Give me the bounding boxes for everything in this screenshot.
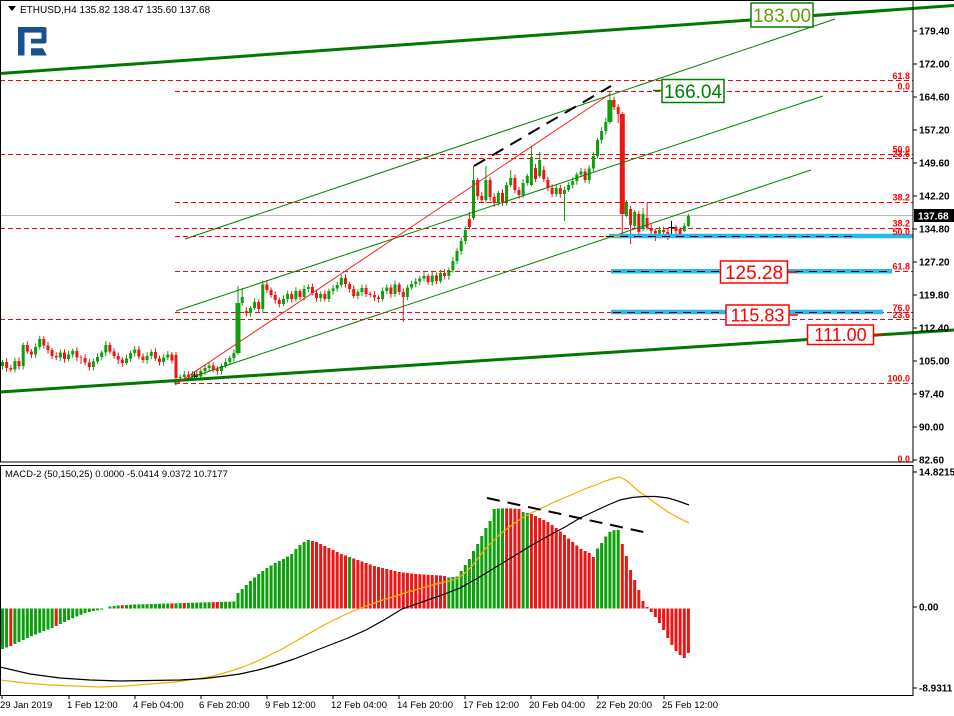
svg-text:17 Feb 12:00: 17 Feb 12:00 <box>463 700 519 711</box>
svg-text:4 Feb 04:00: 4 Feb 04:00 <box>133 700 184 711</box>
svg-text:9 Feb 12:00: 9 Feb 12:00 <box>265 700 316 711</box>
svg-text:115.83: 115.83 <box>731 305 785 325</box>
svg-text:38.2: 38.2 <box>892 219 910 229</box>
svg-text:97.40: 97.40 <box>919 390 944 401</box>
svg-text:12 Feb 04:00: 12 Feb 04:00 <box>331 700 387 711</box>
svg-text:0.00: 0.00 <box>919 603 939 614</box>
svg-text:137.68: 137.68 <box>918 212 949 223</box>
svg-text:38.2: 38.2 <box>892 193 910 203</box>
svg-text:134.80: 134.80 <box>919 225 950 236</box>
svg-text:22 Feb 20:00: 22 Feb 20:00 <box>596 700 652 711</box>
svg-text:105.00: 105.00 <box>919 357 950 368</box>
svg-text:0.0: 0.0 <box>897 454 910 464</box>
svg-text:112.40: 112.40 <box>919 324 949 335</box>
svg-text:20 Feb 04:00: 20 Feb 04:00 <box>529 700 585 711</box>
svg-text:1 Feb 12:00: 1 Feb 12:00 <box>67 700 118 711</box>
svg-text:183.00: 183.00 <box>753 6 811 27</box>
svg-text:14.8215: 14.8215 <box>919 468 954 479</box>
svg-text:179.40: 179.40 <box>919 27 950 38</box>
svg-text:61.8: 61.8 <box>892 262 910 272</box>
svg-text:61.8: 61.8 <box>892 71 910 81</box>
svg-text:76.0: 76.0 <box>892 303 910 313</box>
svg-text:127.20: 127.20 <box>919 258 950 269</box>
svg-text:23.6: 23.6 <box>892 149 910 159</box>
svg-text:23.6: 23.6 <box>892 310 910 320</box>
svg-text:119.80: 119.80 <box>919 291 949 302</box>
svg-text:125.28: 125.28 <box>725 263 783 284</box>
svg-text:ETHUSD,H4 135.82 138.47 135.6: ETHUSD,H4 135.82 138.47 135.60 137.68 <box>20 5 211 16</box>
svg-text:-8.9311: -8.9311 <box>919 684 953 695</box>
svg-text:50.0: 50.0 <box>892 145 910 155</box>
svg-text:142.20: 142.20 <box>919 192 950 203</box>
svg-text:50.0: 50.0 <box>892 227 910 237</box>
svg-text:25 Feb 12:00: 25 Feb 12:00 <box>662 700 718 711</box>
svg-text:0.0: 0.0 <box>897 82 910 92</box>
svg-text:MACD-2 (50,150,25) 0.0000 -5.0: MACD-2 (50,150,25) 0.0000 -5.0414 9.0372… <box>5 469 228 480</box>
svg-text:14 Feb 20:00: 14 Feb 20:00 <box>397 700 453 711</box>
svg-text:111.00: 111.00 <box>814 325 866 345</box>
svg-text:82.60: 82.60 <box>919 456 944 467</box>
svg-text:29 Jan 2019: 29 Jan 2019 <box>0 700 52 711</box>
svg-text:172.00: 172.00 <box>919 60 950 71</box>
svg-text:149.60: 149.60 <box>919 159 950 170</box>
svg-text:166.04: 166.04 <box>664 82 723 103</box>
svg-text:157.20: 157.20 <box>919 126 950 137</box>
svg-text:100.0: 100.0 <box>887 374 910 384</box>
svg-text:90.00: 90.00 <box>919 423 944 434</box>
svg-text:164.60: 164.60 <box>919 93 950 104</box>
svg-text:6 Feb 20:00: 6 Feb 20:00 <box>199 700 250 711</box>
